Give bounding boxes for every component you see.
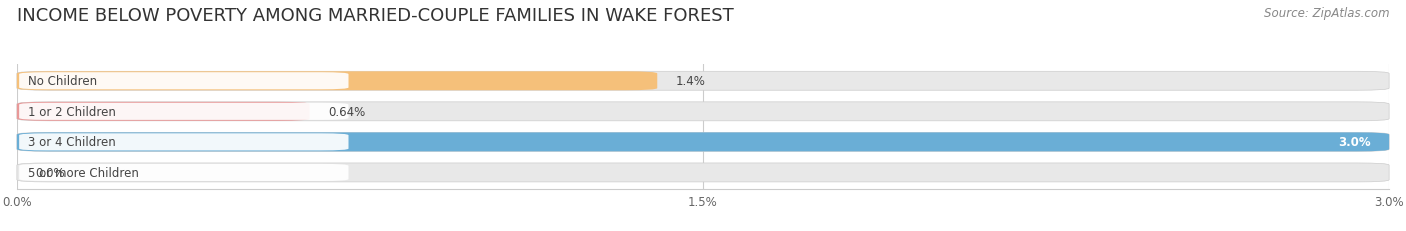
Text: 5 or more Children: 5 or more Children <box>28 166 139 179</box>
Text: 1 or 2 Children: 1 or 2 Children <box>28 105 117 118</box>
FancyBboxPatch shape <box>17 72 1389 91</box>
FancyBboxPatch shape <box>17 133 1389 152</box>
Text: 3 or 4 Children: 3 or 4 Children <box>28 136 117 149</box>
FancyBboxPatch shape <box>17 102 1389 121</box>
Text: 3.0%: 3.0% <box>1339 136 1371 149</box>
FancyBboxPatch shape <box>17 133 1389 152</box>
Text: 1.4%: 1.4% <box>675 75 706 88</box>
FancyBboxPatch shape <box>17 163 1389 182</box>
FancyBboxPatch shape <box>20 164 349 181</box>
FancyBboxPatch shape <box>17 102 309 121</box>
FancyBboxPatch shape <box>20 73 349 90</box>
FancyBboxPatch shape <box>20 134 349 151</box>
FancyBboxPatch shape <box>17 72 657 91</box>
Text: 0.64%: 0.64% <box>328 105 366 118</box>
Text: No Children: No Children <box>28 75 97 88</box>
Text: INCOME BELOW POVERTY AMONG MARRIED-COUPLE FAMILIES IN WAKE FOREST: INCOME BELOW POVERTY AMONG MARRIED-COUPL… <box>17 7 734 25</box>
Text: Source: ZipAtlas.com: Source: ZipAtlas.com <box>1264 7 1389 20</box>
FancyBboxPatch shape <box>20 103 349 120</box>
Text: 0.0%: 0.0% <box>35 166 65 179</box>
